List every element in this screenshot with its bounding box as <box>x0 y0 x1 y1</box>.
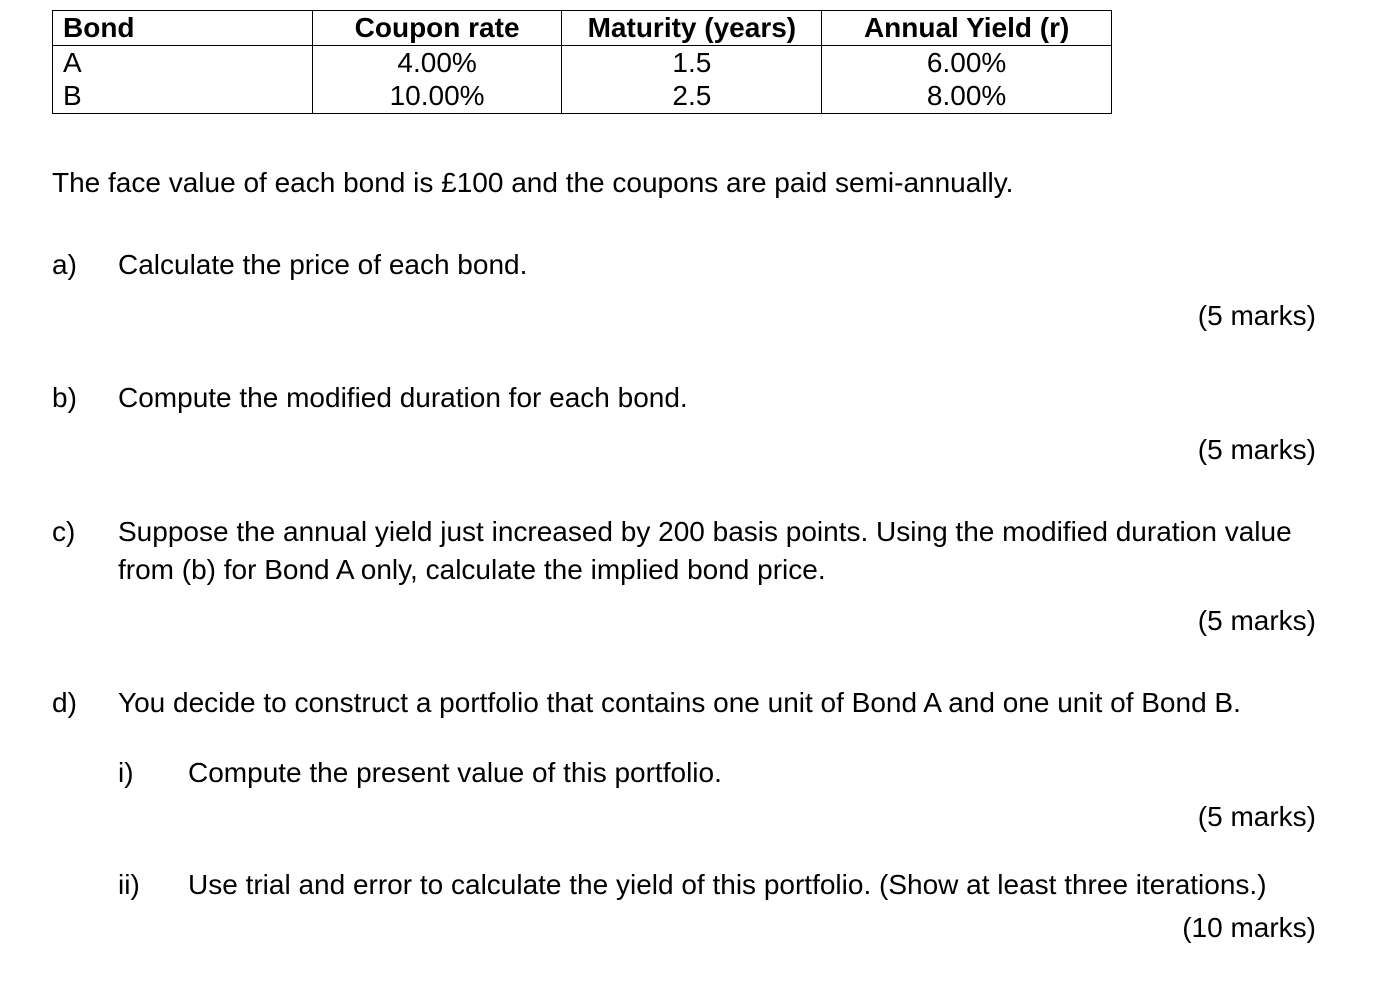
marks-d-i: (5 marks) <box>118 798 1336 836</box>
question-body-d: You decide to construct a portfolio that… <box>118 684 1336 947</box>
marks-a: (5 marks) <box>40 297 1336 335</box>
cell-maturity: 2.5 <box>562 79 822 113</box>
intro-text: The face value of each bond is £100 and … <box>52 164 1336 202</box>
cell-bond: B <box>53 79 313 113</box>
marks-d-ii: (10 marks) <box>118 909 1336 947</box>
subquestion-label: ii) <box>118 866 188 904</box>
cell-yield: 6.00% <box>822 45 1112 79</box>
question-text: Compute the modified duration for each b… <box>118 379 1336 417</box>
bond-table: Bond Coupon rate Maturity (years) Annual… <box>52 10 1112 114</box>
subquestion-d-i: i) Compute the present value of this por… <box>118 754 1336 792</box>
col-header-maturity: Maturity (years) <box>562 11 822 46</box>
question-b: b) Compute the modified duration for eac… <box>52 379 1336 417</box>
question-c: c) Suppose the annual yield just increas… <box>52 513 1336 589</box>
question-label: d) <box>52 684 118 947</box>
col-header-yield: Annual Yield (r) <box>822 11 1112 46</box>
marks-b: (5 marks) <box>40 431 1336 469</box>
marks-c: (5 marks) <box>40 602 1336 640</box>
question-text: You decide to construct a portfolio that… <box>118 684 1336 722</box>
subquestion-label: i) <box>118 754 188 792</box>
subquestion-text: Compute the present value of this portfo… <box>188 754 1336 792</box>
subquestion-d-ii: ii) Use trial and error to calculate the… <box>118 866 1336 904</box>
table-row: B 10.00% 2.5 8.00% <box>53 79 1112 113</box>
col-header-coupon: Coupon rate <box>312 11 562 46</box>
cell-maturity: 1.5 <box>562 45 822 79</box>
subquestion-text: Use trial and error to calculate the yie… <box>188 866 1336 904</box>
question-text: Calculate the price of each bond. <box>118 246 1336 284</box>
question-label: c) <box>52 513 118 589</box>
exam-page: Bond Coupon rate Maturity (years) Annual… <box>0 0 1376 1001</box>
table-header-row: Bond Coupon rate Maturity (years) Annual… <box>53 11 1112 46</box>
question-label: a) <box>52 246 118 284</box>
cell-bond: A <box>53 45 313 79</box>
question-label: b) <box>52 379 118 417</box>
cell-coupon: 4.00% <box>312 45 562 79</box>
cell-coupon: 10.00% <box>312 79 562 113</box>
question-text: Suppose the annual yield just increased … <box>118 513 1336 589</box>
cell-yield: 8.00% <box>822 79 1112 113</box>
table-row: A 4.00% 1.5 6.00% <box>53 45 1112 79</box>
question-d: d) You decide to construct a portfolio t… <box>52 684 1336 947</box>
col-header-bond: Bond <box>53 11 313 46</box>
question-a: a) Calculate the price of each bond. <box>52 246 1336 284</box>
